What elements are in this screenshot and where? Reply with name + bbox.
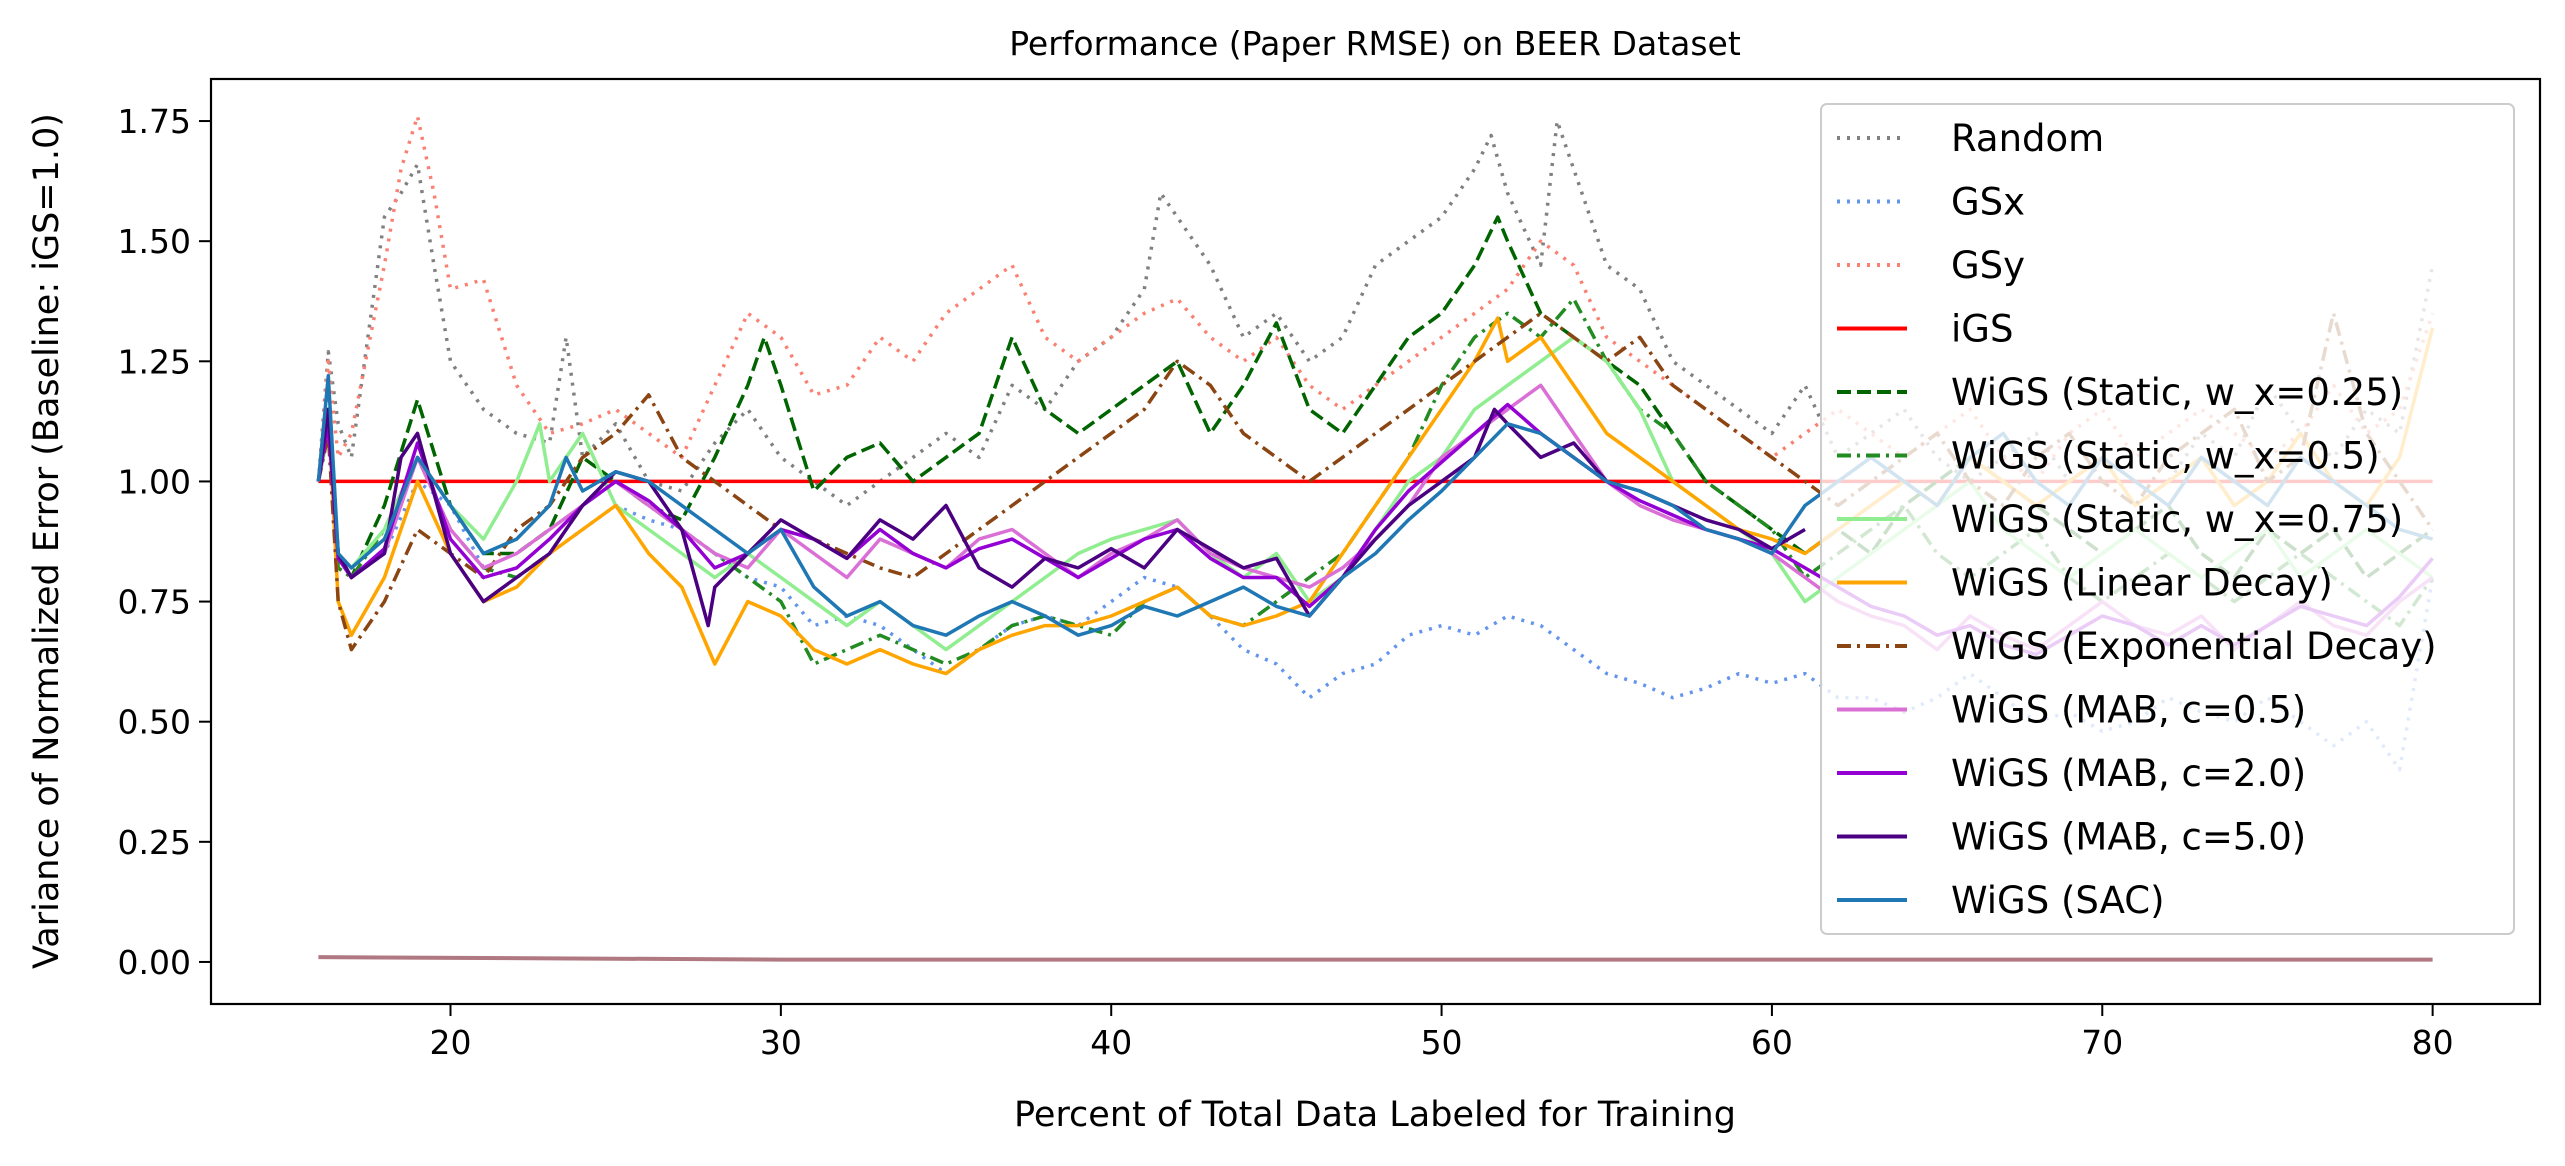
y-tick-label: 1.00: [118, 462, 191, 501]
legend-label: WiGS (SAC): [1951, 879, 2165, 922]
legend-label: WiGS (MAB, c=2.0): [1951, 752, 2306, 795]
legend-label: WiGS (Exponential Decay): [1951, 625, 2437, 668]
y-tick-label: 0.75: [118, 583, 191, 622]
x-tick-label: 60: [1751, 1023, 1793, 1062]
plot-frame: [209, 77, 2542, 1006]
legend-label: WiGS (Linear Decay): [1951, 562, 2333, 605]
legend-label: WiGS (MAB, c=0.5): [1951, 689, 2306, 732]
x-tick-label: 40: [1090, 1023, 1132, 1062]
series-line-wigs-mab-c-5-0: [316, 407, 1806, 628]
y-tick-label: 0.25: [118, 823, 191, 862]
legend-label: iGS: [1951, 308, 2013, 351]
y-axis-label: Variance of Normalized Error (Baseline: …: [27, 113, 67, 969]
legend-label: WiGS (Static, w_x=0.25): [1951, 371, 2403, 414]
legend-label: GSy: [1951, 244, 2025, 287]
y-tick-label: 0.00: [118, 943, 191, 982]
chart-title: Performance (Paper RMSE) on BEER Dataset: [1009, 24, 1741, 63]
y-axis: 0.00 0.25 0.50 0.75 1.00 1.25 1.50 1.75: [118, 102, 211, 982]
legend-label: WiGS (Static, w_x=0.75): [1951, 498, 2403, 541]
legend-label: Random: [1951, 117, 2104, 160]
baseline-variance-line: [318, 955, 2433, 962]
x-tick-label: 80: [2412, 1023, 2454, 1062]
x-tick-label: 30: [760, 1023, 802, 1062]
x-tick-label: 50: [1421, 1023, 1463, 1062]
x-tick-label: 20: [430, 1023, 472, 1062]
x-axis-label: Percent of Total Data Labeled for Traini…: [1014, 1095, 1736, 1135]
y-tick-label: 0.50: [118, 703, 191, 742]
legend-label: WiGS (Static, w_x=0.5): [1951, 435, 2380, 478]
y-tick-label: 1.50: [118, 222, 191, 261]
legend-label: WiGS (MAB, c=5.0): [1951, 816, 2306, 859]
y-tick-label: 1.25: [118, 342, 191, 381]
legend: Random GSx GSy iGS WiGS (Static, w_x=0.25) Wi…: [1820, 103, 2515, 935]
x-axis: 20 30 40 50 60 70 80: [430, 1004, 2454, 1062]
x-tick-label: 70: [2081, 1023, 2123, 1062]
legend-box: [1820, 103, 2515, 935]
y-tick-label: 1.75: [118, 102, 191, 141]
legend-label: GSx: [1951, 181, 2025, 224]
